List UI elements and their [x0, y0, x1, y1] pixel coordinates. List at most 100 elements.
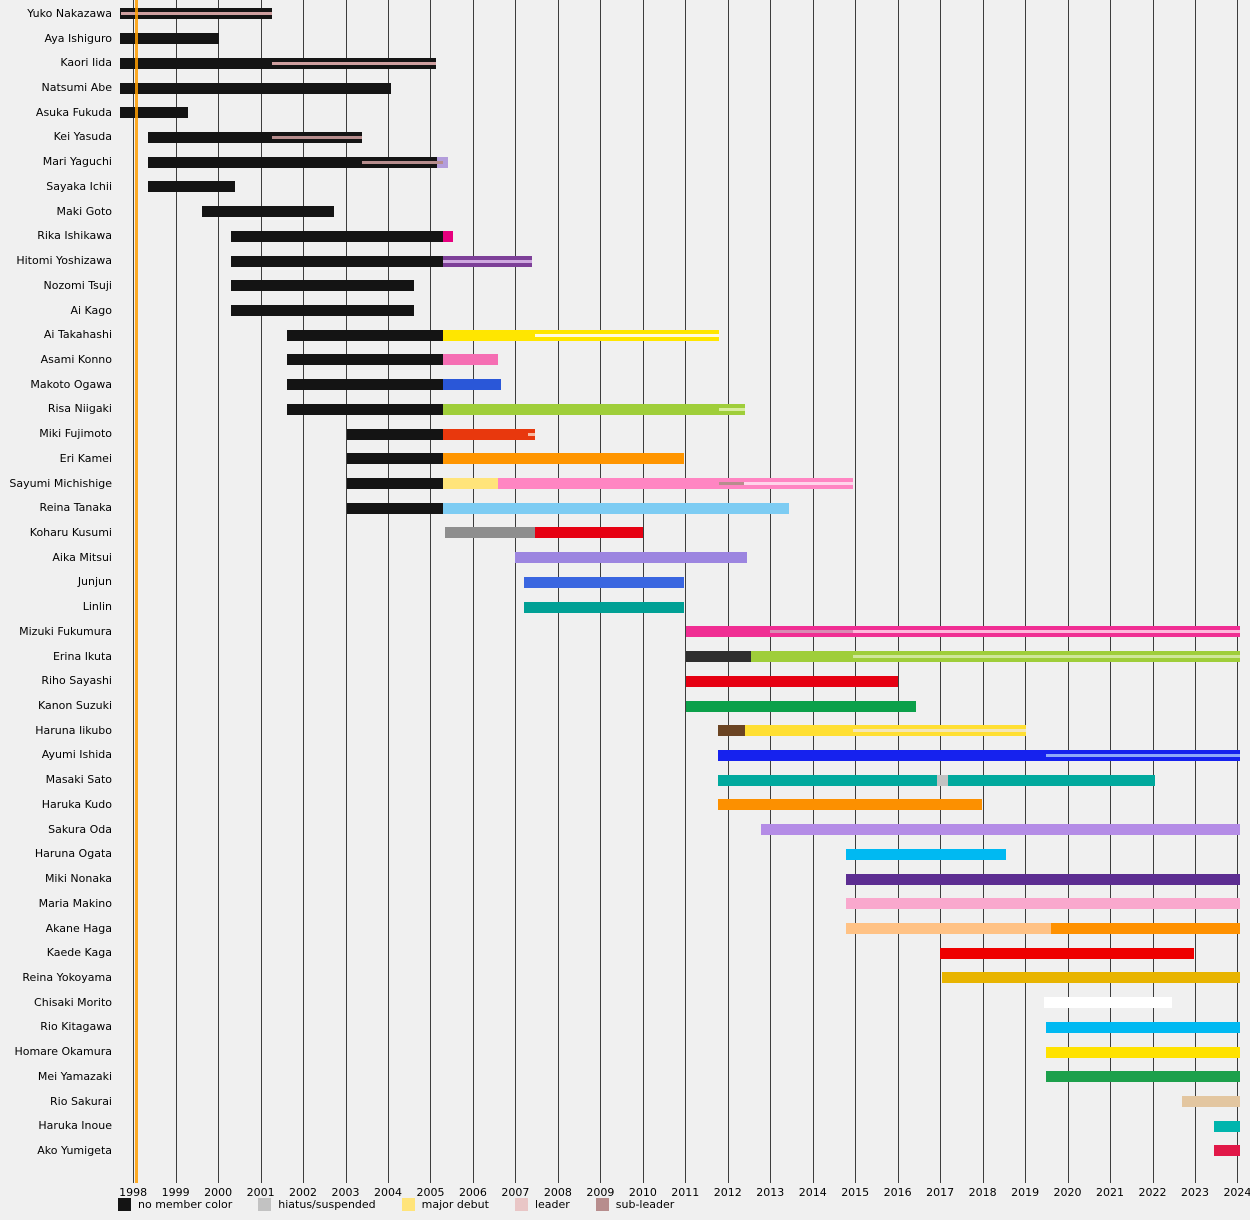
sub-leader-overlay [853, 655, 1240, 659]
timeline-bar-segment [120, 33, 219, 45]
year-gridline [218, 0, 220, 1183]
timeline-bar-segment [1182, 1096, 1240, 1108]
legend-label: leader [534, 1198, 570, 1211]
timeline-bar-segment [443, 428, 535, 440]
member-name-label: Aika Mitsui [52, 550, 112, 564]
leader-overlay [534, 333, 720, 337]
leader-overlay [528, 432, 535, 436]
timeline-bar-segment [443, 478, 499, 490]
member-name-label: Ayumi Ishida [41, 748, 112, 762]
member-name-label: Risa Niigaki [47, 402, 112, 416]
legend: no member color hiatus/suspended major deb… [118, 1198, 674, 1211]
timeline-bar-segment [443, 354, 498, 366]
timeline-bar-segment [346, 502, 444, 514]
year-gridline [430, 0, 432, 1183]
timeline-bar-segment [443, 502, 790, 514]
timeline-bar-segment [148, 156, 437, 168]
x-axis-tick-label: 2024 [1223, 1186, 1250, 1199]
timeline-bar-segment [230, 230, 444, 242]
year-gridline [1025, 0, 1027, 1183]
member-name-label: Asami Konno [40, 352, 112, 366]
x-axis-tick-label: 2011 [671, 1186, 700, 1199]
member-name-label: Miki Nonaka [44, 872, 112, 886]
member-name-label: Ai Takahashi [43, 328, 112, 342]
member-name-label: Masaki Sato [45, 773, 112, 787]
legend-label: sub-leader [615, 1198, 675, 1211]
year-gridline [600, 0, 602, 1183]
member-name-label: Mizuki Fukumura [19, 624, 112, 638]
timeline-bar-segment [286, 379, 444, 391]
member-name-label: Erina Ikuta [52, 649, 112, 663]
timeline-bar-segment [286, 403, 444, 415]
legend-item: major debut [401, 1198, 489, 1211]
member-name-label: Haruka Kudo [41, 797, 112, 811]
member-name-label: Kei Yasuda [53, 130, 112, 144]
x-axis-tick-label: 2001 [246, 1186, 275, 1199]
member-name-label: Asuka Fukuda [35, 105, 112, 119]
x-axis-tick-label: 2007 [501, 1186, 530, 1199]
year-gridline [685, 0, 687, 1183]
timeline-bar-segment [443, 379, 501, 391]
x-axis-tick-label: 2021 [1096, 1186, 1125, 1199]
legend-item: hiatus/suspended [258, 1198, 376, 1211]
timeline-bar-segment [717, 799, 982, 811]
year-gridline [260, 0, 262, 1183]
x-axis-tick-label: 2017 [926, 1186, 955, 1199]
x-axis-tick-label: 2015 [841, 1186, 870, 1199]
year-gridline [388, 0, 389, 1183]
timeline-bar-segment [286, 329, 444, 341]
year-gridline [770, 0, 772, 1183]
member-name-label: Haruka Inoue [38, 1119, 112, 1133]
leader-overlay [853, 630, 1240, 634]
timeline-bar-segment [346, 428, 444, 440]
sub-leader-overlay [719, 482, 744, 486]
timeline-bar-segment [936, 774, 948, 786]
timeline-bar-segment [201, 206, 335, 218]
major-debut-line [134, 0, 138, 1183]
year-gridline [472, 0, 474, 1183]
member-name-label: Ako Yumigeta [37, 1143, 112, 1157]
timeline-bar-segment [1044, 997, 1173, 1009]
year-gridline [557, 0, 559, 1183]
timeline-bar-segment [1046, 1046, 1240, 1058]
timeline-bar-segment [524, 576, 684, 588]
member-name-label: Natsumi Abe [41, 81, 112, 95]
member-name-label: Yuko Nakazawa [27, 6, 112, 20]
member-name-label: Homare Okamura [14, 1045, 112, 1059]
legend-label: hiatus/suspended [278, 1198, 376, 1211]
member-name-label: Rio Sakurai [50, 1094, 112, 1108]
timeline-bar-segment [443, 403, 745, 415]
year-gridline [855, 0, 857, 1183]
year-gridline [940, 0, 942, 1183]
timeline-bar-segment [717, 749, 1240, 761]
member-name-label: Kaede Kaga [46, 946, 112, 960]
member-name-label: Haruna Ogata [34, 847, 112, 861]
member-name-label: Mei Yamazaki [37, 1069, 112, 1083]
member-name-label: Sakura Oda [48, 822, 112, 836]
timeline-bar-segment [498, 478, 854, 490]
x-axis-tick-label: 2000 [204, 1186, 233, 1199]
legend-item: sub-leader [595, 1198, 675, 1211]
year-gridline [175, 0, 177, 1183]
timeline-bar-segment [845, 923, 1051, 934]
member-name-label: Riho Sayashi [41, 674, 112, 688]
year-gridline [133, 0, 135, 1183]
member-name-label: Hitomi Yoshizawa [16, 254, 112, 268]
x-axis-tick-label: 2018 [968, 1186, 997, 1199]
legend-swatch [258, 1198, 272, 1211]
x-axis-tick-label: 1999 [161, 1186, 190, 1199]
timeline-bar-segment [947, 774, 1155, 786]
legend-swatch [514, 1198, 528, 1211]
timeline-bar-segment [524, 601, 684, 613]
x-axis-tick-label: 2009 [586, 1186, 615, 1199]
timeline-bar-segment [717, 725, 745, 737]
member-name-label: Eri Kamei [59, 451, 112, 465]
legend-label: no member color [138, 1198, 233, 1211]
sub-leader-overlay [361, 160, 444, 164]
member-name-label: Chisaki Morito [34, 995, 112, 1009]
timeline-bar-segment [1046, 1071, 1240, 1083]
x-axis-tick-label: 2012 [713, 1186, 742, 1199]
